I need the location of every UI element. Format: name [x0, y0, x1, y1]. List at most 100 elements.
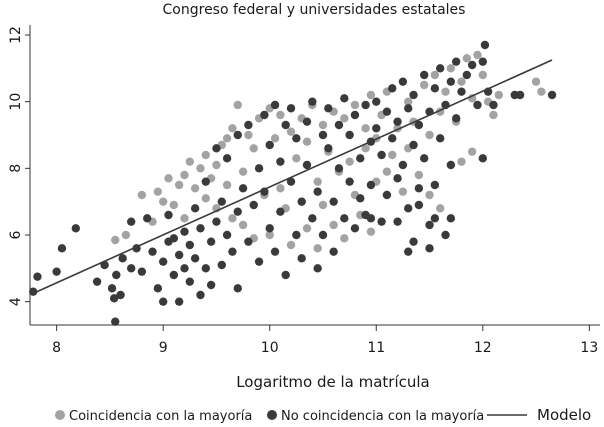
point-no-coincidencia — [254, 164, 264, 173]
point-no-coincidencia — [222, 154, 232, 163]
point-coincidencia — [164, 174, 173, 183]
point-no-coincidencia — [457, 87, 466, 96]
point-no-coincidencia — [446, 214, 456, 223]
point-coincidencia — [244, 130, 253, 140]
point-coincidencia — [276, 184, 285, 193]
point-coincidencia — [441, 87, 450, 96]
point-coincidencia — [270, 134, 280, 143]
point-no-coincidencia — [446, 77, 456, 86]
point-coincidencia — [238, 220, 248, 230]
point-coincidencia — [212, 160, 221, 170]
point-no-coincidencia — [196, 224, 205, 233]
point-no-coincidencia — [292, 230, 301, 240]
point-no-coincidencia — [109, 294, 119, 303]
point-no-coincidencia — [286, 177, 296, 186]
point-no-coincidencia — [473, 100, 482, 110]
point-no-coincidencia — [169, 270, 179, 280]
point-no-coincidencia — [190, 254, 200, 263]
point-no-coincidencia — [430, 84, 440, 93]
point-no-coincidencia — [212, 144, 221, 153]
point-coincidencia — [478, 70, 488, 80]
point-no-coincidencia — [441, 230, 450, 240]
point-coincidencia — [158, 197, 168, 206]
point-no-coincidencia — [174, 250, 184, 260]
point-coincidencia — [286, 240, 296, 250]
point-coincidencia — [228, 214, 237, 223]
point-no-coincidencia — [313, 264, 322, 273]
point-coincidencia — [276, 110, 285, 120]
point-no-coincidencia — [398, 160, 408, 170]
point-no-coincidencia — [340, 214, 349, 223]
point-no-coincidencia — [377, 217, 386, 226]
point-coincidencia — [222, 180, 232, 190]
point-coincidencia — [292, 154, 301, 163]
point-no-coincidencia — [71, 224, 81, 233]
point-no-coincidencia — [233, 207, 242, 216]
point-no-coincidencia — [388, 134, 397, 143]
point-coincidencia — [180, 214, 189, 223]
point-no-coincidencia — [116, 290, 125, 300]
point-no-coincidencia — [409, 237, 418, 246]
point-no-coincidencia — [393, 117, 402, 126]
point-no-coincidencia — [435, 134, 445, 143]
point-no-coincidencia — [366, 180, 376, 190]
point-no-coincidencia — [190, 204, 200, 213]
point-coincidencia — [174, 180, 184, 190]
point-no-coincidencia — [57, 244, 67, 253]
point-no-coincidencia — [382, 190, 392, 200]
point-coincidencia — [366, 90, 376, 100]
point-no-coincidencia — [404, 247, 413, 256]
point-no-coincidencia — [366, 214, 376, 223]
plot-area: 8 9 10 11 12 13 4 6 8 10 12 — [8, 25, 600, 356]
point-no-coincidencia — [425, 244, 434, 253]
point-no-coincidencia — [148, 247, 157, 256]
axis-ticks: 8 9 10 11 12 13 4 6 8 10 12 — [8, 26, 598, 356]
point-no-coincidencia — [292, 134, 301, 143]
point-coincidencia — [302, 224, 312, 233]
point-no-coincidencia — [393, 174, 402, 183]
point-no-coincidencia — [28, 287, 38, 296]
point-coincidencia — [233, 100, 242, 110]
point-no-coincidencia — [206, 237, 216, 246]
point-no-coincidencia — [254, 257, 264, 266]
point-no-coincidencia — [158, 297, 168, 306]
point-coincidencia — [190, 184, 200, 193]
point-no-coincidencia — [185, 240, 195, 250]
point-no-coincidencia — [270, 247, 280, 256]
point-no-coincidencia — [180, 227, 189, 236]
point-no-coincidencia — [451, 57, 461, 66]
point-no-coincidencia — [217, 260, 226, 270]
point-no-coincidencia — [345, 177, 354, 186]
point-no-coincidencia — [414, 200, 424, 210]
x-axis-label: Logaritmo de la matrícula — [236, 373, 430, 391]
point-no-coincidencia — [297, 254, 306, 263]
point-coincidencia — [238, 167, 248, 176]
point-no-coincidencia — [217, 197, 226, 206]
point-coincidencia — [537, 87, 546, 96]
point-no-coincidencia — [478, 57, 488, 66]
point-no-coincidencia — [430, 180, 440, 190]
point-no-coincidencia — [201, 177, 210, 186]
point-coincidencia — [404, 97, 413, 106]
point-no-coincidencia — [420, 154, 429, 163]
chart-title: Congreso federal y universidades estatal… — [163, 2, 466, 18]
point-no-coincidencia — [180, 264, 189, 273]
model-line — [32, 59, 553, 295]
point-no-coincidencia — [324, 144, 333, 153]
point-no-coincidencia — [249, 200, 258, 210]
point-coincidencia — [446, 64, 456, 73]
y-tick-label: 4 — [8, 297, 24, 306]
point-no-coincidencia — [228, 247, 237, 256]
point-no-coincidencia — [404, 204, 413, 213]
point-coincidencia — [111, 235, 120, 245]
point-no-coincidencia — [382, 107, 392, 116]
point-no-coincidencia — [350, 224, 360, 233]
x-tick-label: 8 — [52, 340, 61, 356]
point-coincidencia — [201, 194, 210, 203]
x-tick-label: 13 — [580, 340, 598, 356]
point-no-coincidencia — [302, 160, 312, 170]
point-no-coincidencia — [112, 270, 121, 280]
series-no-coincidencia — [28, 40, 557, 326]
point-no-coincidencia — [350, 110, 360, 120]
